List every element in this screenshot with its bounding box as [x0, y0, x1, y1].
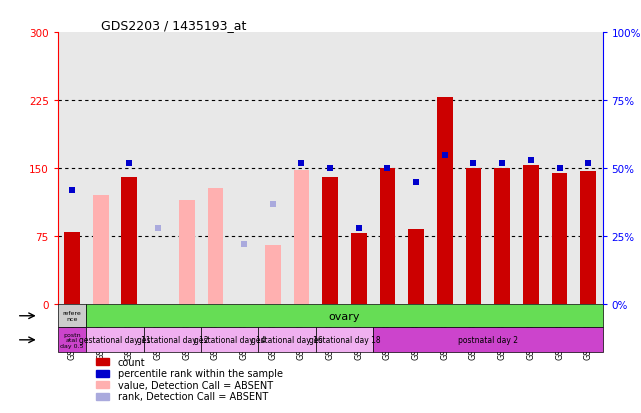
Text: refere
nce: refere nce [63, 311, 81, 321]
Bar [58, 328, 87, 353]
Bar [144, 33, 172, 304]
Bar [58, 304, 87, 328]
Bar [552, 173, 567, 304]
Bar [96, 370, 110, 377]
Bar [58, 33, 87, 304]
Bar [488, 33, 517, 304]
Bar [316, 328, 373, 353]
Bar [408, 229, 424, 304]
Bar [96, 358, 110, 366]
Bar [287, 33, 316, 304]
Bar [373, 328, 603, 353]
Bar [431, 33, 459, 304]
Text: count: count [117, 357, 146, 367]
Text: rank, Detection Call = ABSENT: rank, Detection Call = ABSENT [117, 392, 268, 401]
Bar [379, 169, 395, 304]
Bar [229, 33, 258, 304]
Bar [258, 33, 287, 304]
Bar [459, 33, 488, 304]
Bar [172, 33, 201, 304]
Bar [96, 393, 110, 400]
Bar [87, 328, 144, 353]
Bar [87, 33, 115, 304]
Bar [545, 33, 574, 304]
Bar [265, 246, 281, 304]
Bar [580, 171, 596, 304]
Text: GDS2203 / 1435193_at: GDS2203 / 1435193_at [101, 19, 247, 32]
Bar [96, 382, 110, 388]
Bar [179, 200, 195, 304]
Text: gestational day 18: gestational day 18 [308, 335, 380, 344]
Bar [437, 98, 453, 304]
Text: gestational day 14: gestational day 14 [194, 335, 265, 344]
Bar [465, 169, 481, 304]
Bar [294, 171, 310, 304]
Bar [574, 33, 603, 304]
Text: gestational day 11: gestational day 11 [79, 335, 151, 344]
Bar [494, 169, 510, 304]
Bar [122, 178, 137, 304]
Bar [208, 189, 223, 304]
Bar [373, 33, 402, 304]
Bar [344, 33, 373, 304]
Text: ovary: ovary [329, 311, 360, 321]
Text: value, Detection Call = ABSENT: value, Detection Call = ABSENT [117, 380, 273, 390]
Bar [93, 196, 108, 304]
Bar [316, 33, 344, 304]
Bar [115, 33, 144, 304]
Bar [201, 328, 258, 353]
Bar [64, 232, 80, 304]
Bar [201, 33, 229, 304]
Text: postnatal day 2: postnatal day 2 [458, 335, 518, 344]
Bar [258, 328, 316, 353]
Text: gestational day 16: gestational day 16 [251, 335, 323, 344]
Bar [322, 178, 338, 304]
Bar [351, 234, 367, 304]
Bar [517, 33, 545, 304]
Bar [144, 328, 201, 353]
Bar [523, 166, 538, 304]
Text: gestational day 12: gestational day 12 [137, 335, 208, 344]
Text: postn
atal
day 0.5: postn atal day 0.5 [60, 332, 84, 348]
Text: percentile rank within the sample: percentile rank within the sample [117, 368, 283, 378]
Bar [402, 33, 431, 304]
